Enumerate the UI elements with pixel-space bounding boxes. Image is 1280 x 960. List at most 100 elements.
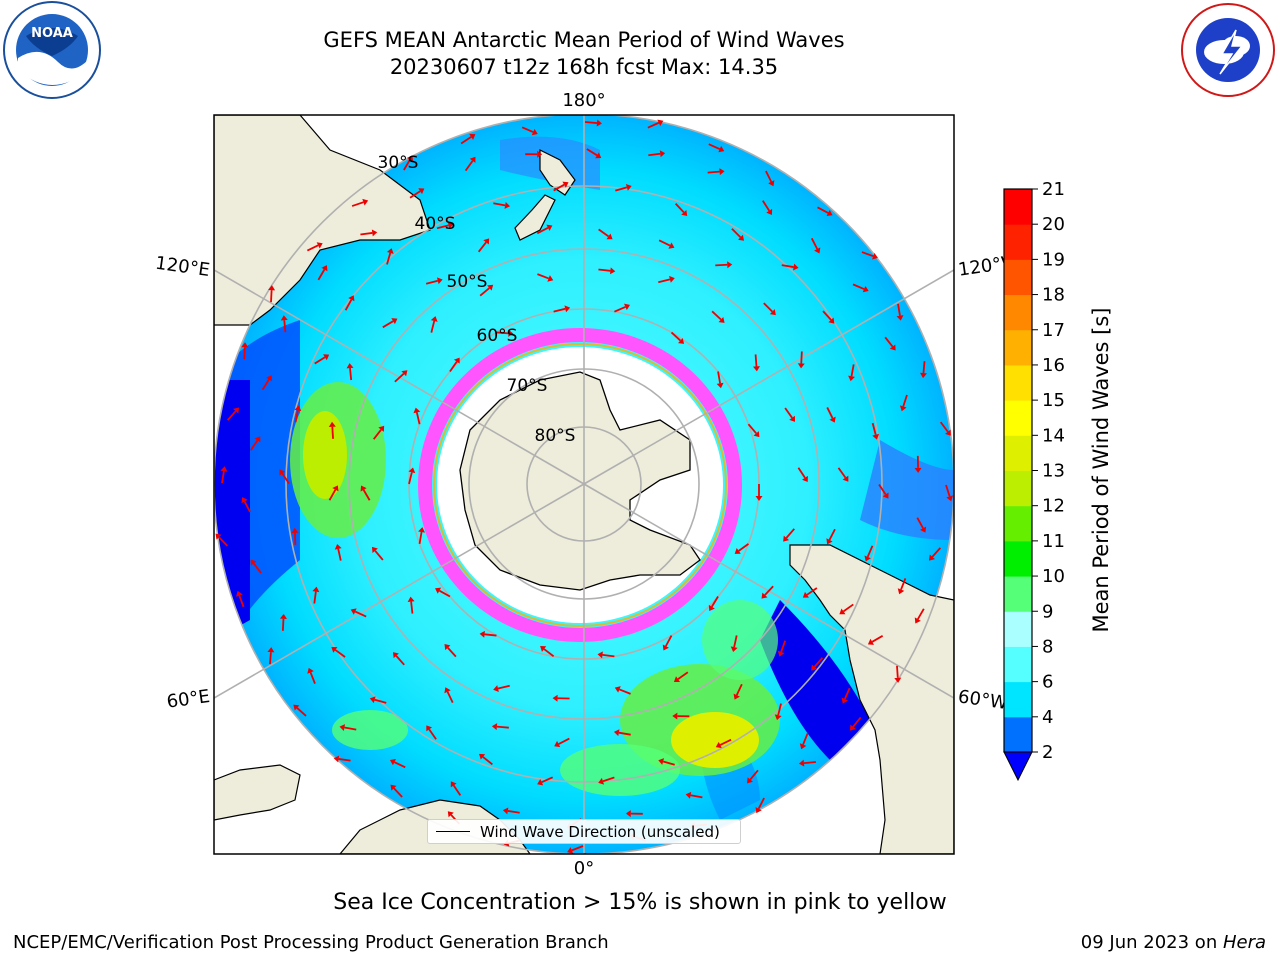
parallel-label-70s: 70°S bbox=[507, 376, 548, 396]
wind-arrow-head bbox=[447, 221, 454, 229]
wind-arrow-head bbox=[390, 784, 397, 791]
wind-arrow-head bbox=[547, 275, 554, 282]
wind-arrow-head bbox=[362, 198, 369, 206]
colorbar-band bbox=[1004, 681, 1032, 718]
wind-arrow-shaft bbox=[731, 228, 742, 238]
wind-arrow-head bbox=[418, 188, 425, 195]
colorbar-tick-label: 19 bbox=[1042, 249, 1065, 270]
wind-arrow-head bbox=[829, 416, 836, 423]
wind-arrow-shaft bbox=[553, 183, 565, 192]
wind-arrow-head bbox=[435, 587, 442, 594]
wind-arrow-head bbox=[597, 651, 603, 659]
wind-arrow-shaft bbox=[931, 547, 941, 558]
wind-arrow-shaft bbox=[871, 635, 884, 643]
wind-arrow-shaft bbox=[497, 684, 510, 690]
wind-arrow-head bbox=[401, 370, 408, 377]
wind-arrow-shaft bbox=[719, 738, 732, 746]
wind-arrow-head bbox=[469, 133, 476, 140]
wind-arrow-head bbox=[233, 407, 240, 414]
wind-arrow-shaft bbox=[584, 121, 598, 124]
sea-ice-caption: Sea Ice Concentration > 15% is shown in … bbox=[333, 890, 947, 915]
wind-arrow-shaft bbox=[571, 845, 584, 852]
wind-arrow-head bbox=[872, 252, 878, 260]
wind-arrow-head bbox=[294, 405, 302, 412]
wind-arrow-head bbox=[360, 485, 367, 492]
wind-arrow-shaft bbox=[438, 589, 451, 598]
wind-arrow-head bbox=[826, 538, 833, 545]
wind-arrow-head bbox=[609, 267, 616, 275]
wind-arrow-shaft bbox=[677, 671, 689, 680]
wind-arrow-head bbox=[755, 807, 762, 814]
wind-arrow-head bbox=[802, 475, 808, 482]
wind-arrow-shaft bbox=[852, 283, 865, 290]
wind-arrow-head bbox=[596, 119, 602, 127]
wind-arrow-shaft bbox=[619, 688, 631, 695]
wind-arrow-shaft bbox=[314, 356, 326, 365]
wind-arrow-head bbox=[436, 277, 443, 285]
wind-arrow-shaft bbox=[447, 647, 457, 658]
wind-arrow-head bbox=[747, 777, 753, 784]
wind-arrow-shaft bbox=[221, 470, 225, 484]
wind-arrow-head bbox=[546, 224, 553, 231]
wind-arrow-shaft bbox=[338, 758, 351, 762]
wind-arrow-head bbox=[371, 229, 378, 237]
wind-arrow-head bbox=[681, 209, 688, 217]
wind-arrow-head bbox=[280, 315, 288, 321]
wind-arrow-shaft bbox=[227, 410, 237, 421]
wind-arrow-head bbox=[755, 496, 763, 501]
wind-arrow-shaft bbox=[354, 610, 367, 618]
wind-arrow-head bbox=[267, 647, 275, 653]
wind-arrow-head bbox=[614, 686, 621, 693]
wind-arrow-shaft bbox=[802, 733, 809, 745]
wind-arrow-head bbox=[348, 295, 355, 302]
wind-arrow-shaft bbox=[826, 407, 834, 419]
wind-arrow-head bbox=[469, 156, 476, 163]
meridian-label-120e: 120°E bbox=[154, 253, 211, 281]
wind-arrow-shaft bbox=[493, 202, 506, 207]
wind-arrow-head bbox=[753, 431, 760, 438]
wind-arrow-head bbox=[672, 712, 678, 720]
wind-arrow-head bbox=[413, 407, 421, 414]
wind-arrow-shaft bbox=[900, 578, 907, 590]
wind-arrow-head bbox=[658, 758, 665, 765]
wind-arrow-shaft bbox=[763, 302, 773, 313]
wind-arrow-shaft bbox=[842, 603, 854, 613]
wind-arrow-shaft bbox=[871, 422, 877, 435]
wind-arrow-shaft bbox=[482, 756, 493, 766]
wind-arrow-head bbox=[613, 729, 620, 737]
wind-arrow-shaft bbox=[658, 278, 671, 284]
wind-arrow-shaft bbox=[281, 618, 285, 631]
wind-arrow-shaft bbox=[425, 279, 439, 285]
wind-arrow-head bbox=[715, 741, 722, 749]
colorbar-band bbox=[1004, 505, 1032, 542]
wind-arrow-head bbox=[673, 676, 681, 683]
wind-arrow-head bbox=[793, 263, 799, 271]
wind-arrow-head bbox=[826, 209, 833, 216]
wind-arrow-shaft bbox=[334, 649, 346, 658]
wind-arrow-head bbox=[453, 357, 460, 364]
wind-arrow-head bbox=[268, 285, 276, 291]
wind-arrow-shaft bbox=[430, 320, 436, 333]
wind-arrow-head bbox=[842, 475, 849, 482]
wind-arrow-head bbox=[321, 265, 328, 272]
wind-arrow-shaft bbox=[537, 273, 549, 280]
wind-arrow-head bbox=[540, 646, 547, 652]
wind-arrow-shaft bbox=[618, 731, 631, 736]
wind-arrow-shaft bbox=[837, 467, 847, 479]
wind-arrow-head bbox=[334, 543, 342, 550]
wind-arrow-shaft bbox=[674, 202, 685, 213]
wind-arrow-head bbox=[552, 694, 558, 702]
wind-arrow-shaft bbox=[337, 548, 342, 561]
colorbar-under-triangle bbox=[1003, 751, 1033, 782]
footer-date-text: 09 Jun 2023 on bbox=[1080, 932, 1223, 953]
wind-arrow-head bbox=[752, 366, 760, 372]
wind-arrow-shaft bbox=[897, 303, 901, 316]
footer-credit: NCEP/EMC/Verification Post Processing Pr… bbox=[13, 932, 609, 953]
wind-arrow-head bbox=[215, 533, 222, 540]
wind-arrow-head bbox=[426, 725, 433, 732]
wind-arrow-shaft bbox=[828, 528, 836, 541]
wind-arrow-head bbox=[333, 755, 340, 763]
meridian-label-0: 0° bbox=[574, 858, 594, 879]
wind-arrow-head bbox=[328, 421, 336, 427]
wind-arrow-head bbox=[872, 433, 880, 440]
